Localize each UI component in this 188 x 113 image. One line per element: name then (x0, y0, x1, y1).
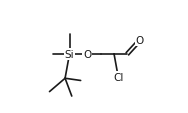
Text: Cl: Cl (113, 73, 124, 82)
Text: O: O (83, 49, 91, 59)
Text: Si: Si (65, 49, 74, 59)
Text: O: O (136, 36, 144, 46)
